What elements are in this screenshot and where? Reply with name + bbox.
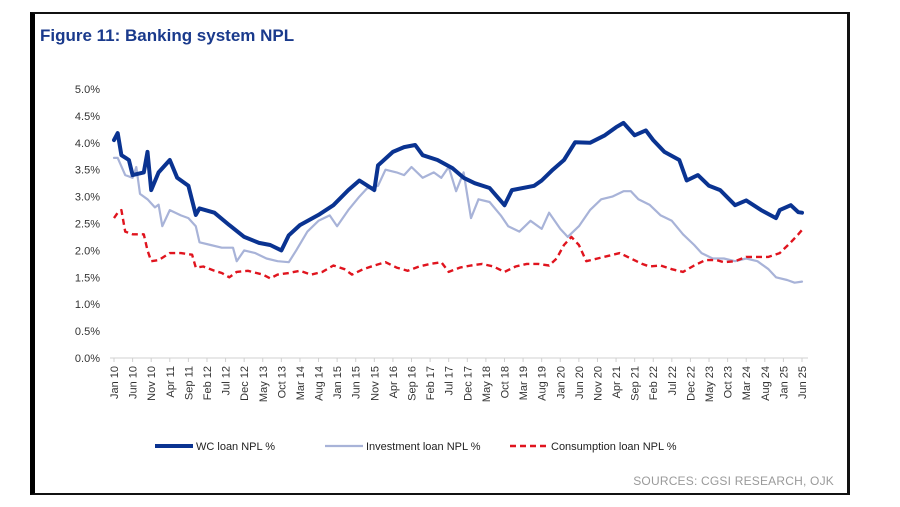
x-tick-label: Aug 19 bbox=[537, 366, 549, 401]
x-tick-label: Dec 22 bbox=[685, 366, 697, 401]
x-tick-label: Nov 15 bbox=[369, 366, 381, 401]
x-tick-label: Oct 13 bbox=[276, 366, 288, 398]
x-tick-label: Jul 17 bbox=[444, 366, 456, 395]
source-note: SOURCES: CGSI RESEARCH, OJK bbox=[633, 474, 834, 488]
x-tick-label: Feb 12 bbox=[202, 366, 214, 400]
y-tick-label: 1.0% bbox=[75, 299, 100, 311]
x-tick-label: Sep 21 bbox=[630, 366, 642, 401]
series-line-consumption bbox=[113, 208, 803, 280]
x-tick-label: Dec 12 bbox=[239, 366, 251, 401]
x-tick-label: Jan 10 bbox=[109, 366, 121, 399]
y-tick-label: 0.0% bbox=[75, 353, 100, 365]
legend-label: Consumption loan NPL % bbox=[551, 441, 677, 453]
legend-label: WC loan NPL % bbox=[196, 441, 275, 453]
x-tick-label: Mar 24 bbox=[741, 366, 753, 400]
y-axis: 0.0% 0.5% 1.0% 1.5% 2.0% 2.5% 3.0% 3.5% 4.0% 4.5%… bbox=[75, 84, 100, 365]
x-tick-label: Nov 10 bbox=[146, 366, 158, 401]
x-tick-label: Feb 22 bbox=[648, 366, 660, 400]
series-line-wc bbox=[112, 120, 804, 253]
x-tick-label: Apr 21 bbox=[611, 366, 623, 398]
x-tick-label: Nov 20 bbox=[592, 366, 604, 401]
series-line-investment bbox=[112, 156, 804, 284]
x-tick-label: Sep 16 bbox=[407, 366, 419, 401]
x-tick-label: Jun 25 bbox=[797, 366, 809, 399]
x-tick-label: Jan 20 bbox=[555, 366, 567, 399]
x-tick-label: Apr 16 bbox=[388, 366, 400, 398]
x-tick-label: Oct 23 bbox=[723, 366, 735, 398]
y-tick-label: 3.5% bbox=[75, 165, 100, 177]
x-tick-label: Aug 14 bbox=[314, 366, 326, 401]
x-tick-label: Jun 10 bbox=[128, 366, 140, 399]
y-tick-label: 4.5% bbox=[75, 111, 100, 123]
x-tick-label: Jan 25 bbox=[778, 366, 790, 399]
x-tick-label: Aug 24 bbox=[760, 366, 772, 401]
x-tick-label: May 18 bbox=[481, 366, 493, 402]
x-tick-label: Sep 11 bbox=[183, 366, 195, 400]
x-tick-label: Jun 15 bbox=[351, 366, 363, 399]
y-tick-label: 4.0% bbox=[75, 138, 100, 150]
x-tick-label: Jul 12 bbox=[221, 366, 233, 395]
y-tick-label: 1.5% bbox=[75, 272, 100, 284]
x-axis: Jan 10 Jun 10 Nov 10 Apr 11 Sep 11 Feb 12 Jul … bbox=[109, 357, 809, 402]
x-tick-label: Mar 19 bbox=[518, 366, 530, 400]
series-lines bbox=[112, 120, 804, 284]
figure-title: Figure 11: Banking system NPL bbox=[40, 26, 295, 45]
y-tick-label: 5.0% bbox=[75, 84, 100, 96]
y-tick-label: 2.5% bbox=[75, 219, 100, 231]
x-tick-label: Jan 15 bbox=[332, 366, 344, 399]
x-tick-label: Apr 11 bbox=[165, 366, 177, 398]
y-tick-label: 0.5% bbox=[75, 326, 100, 338]
x-tick-label: Dec 17 bbox=[462, 366, 474, 401]
x-tick-label: Jul 22 bbox=[667, 366, 679, 395]
y-tick-label: 3.0% bbox=[75, 192, 100, 204]
x-tick-label: Oct 18 bbox=[499, 366, 511, 398]
x-tick-label: May 23 bbox=[704, 366, 716, 402]
x-tick-label: Feb 17 bbox=[425, 366, 437, 400]
x-tick-label: Jun 20 bbox=[574, 366, 586, 399]
legend: WC loan NPL % Investment loan NPL % Consum… bbox=[155, 441, 677, 453]
legend-label: Investment loan NPL % bbox=[366, 441, 481, 453]
figure-frame bbox=[30, 12, 850, 495]
x-tick-label: Mar 14 bbox=[295, 366, 307, 400]
y-tick-label: 2.0% bbox=[75, 245, 100, 257]
x-tick-label: May 13 bbox=[258, 366, 270, 402]
